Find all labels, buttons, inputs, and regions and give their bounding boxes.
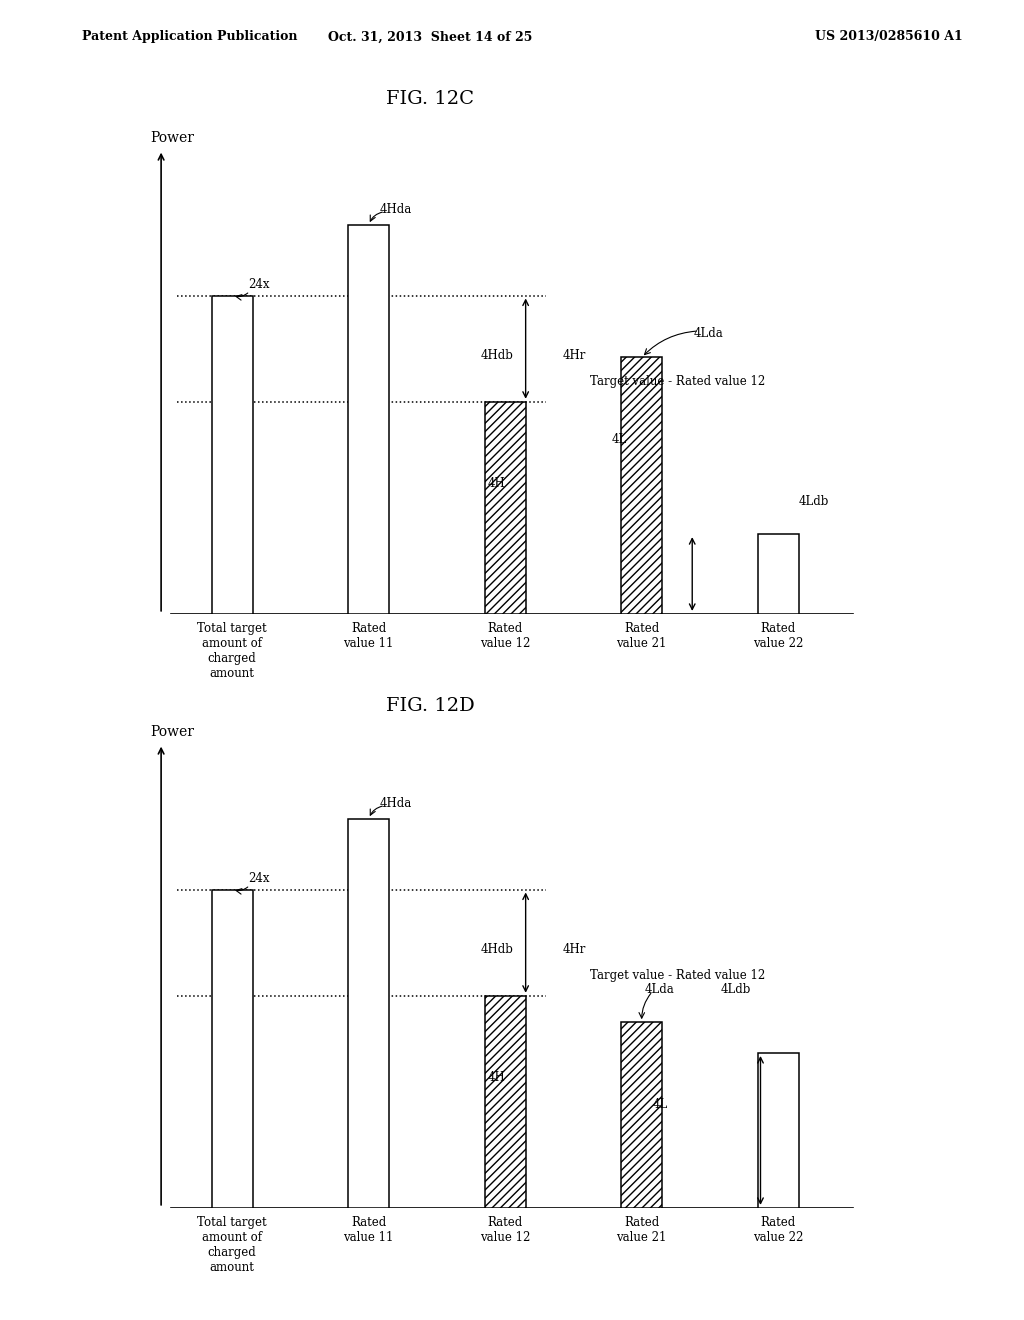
Text: 4Hdb: 4Hdb xyxy=(480,348,513,362)
Bar xyxy=(622,358,663,614)
Bar xyxy=(484,995,525,1208)
Text: 4L: 4L xyxy=(652,1097,668,1110)
Text: US 2013/0285610 A1: US 2013/0285610 A1 xyxy=(815,30,963,44)
Text: 4Ldb: 4Ldb xyxy=(799,495,829,508)
Text: 4Hda: 4Hda xyxy=(380,203,412,216)
Text: 4Lda: 4Lda xyxy=(644,982,674,995)
Text: 4Hda: 4Hda xyxy=(380,797,412,810)
Text: Patent Application Publication: Patent Application Publication xyxy=(82,30,297,44)
Text: 4Lda: 4Lda xyxy=(693,327,723,339)
Text: 24x: 24x xyxy=(249,279,270,292)
Text: 4Hdb: 4Hdb xyxy=(480,942,513,956)
Bar xyxy=(212,296,253,614)
Text: Power: Power xyxy=(151,725,195,739)
Bar xyxy=(622,1022,663,1208)
Text: FIG. 12C: FIG. 12C xyxy=(386,90,474,108)
Text: Target value - Rated value 12: Target value - Rated value 12 xyxy=(590,969,765,982)
Text: 4H: 4H xyxy=(487,1071,505,1084)
Bar xyxy=(484,401,525,614)
Bar xyxy=(212,890,253,1208)
Text: 4Ldb: 4Ldb xyxy=(721,982,752,995)
Bar xyxy=(348,818,389,1208)
Text: FIG. 12D: FIG. 12D xyxy=(386,697,474,715)
Text: 4H: 4H xyxy=(487,477,505,490)
Text: 4Hr: 4Hr xyxy=(562,348,586,362)
Bar xyxy=(348,224,389,614)
Text: 4Hr: 4Hr xyxy=(562,942,586,956)
Text: Power: Power xyxy=(151,131,195,145)
Bar xyxy=(758,535,799,614)
Text: Oct. 31, 2013  Sheet 14 of 25: Oct. 31, 2013 Sheet 14 of 25 xyxy=(328,30,532,44)
Text: 24x: 24x xyxy=(249,873,270,886)
Text: 4L: 4L xyxy=(611,433,627,446)
Text: Target value - Rated value 12: Target value - Rated value 12 xyxy=(590,375,765,388)
Bar xyxy=(758,1053,799,1208)
